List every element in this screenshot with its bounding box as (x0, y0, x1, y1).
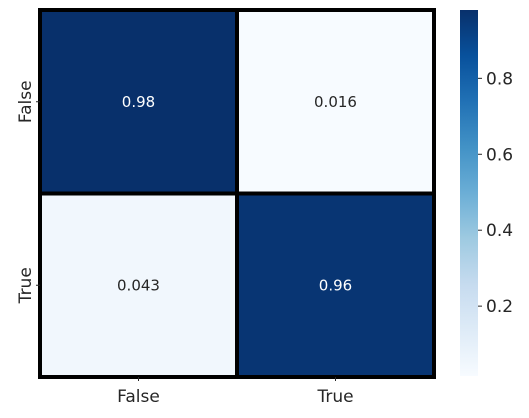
heatmap-annotations: 0.98 0.016 0.043 0.96 (117, 93, 357, 295)
y-axis-ticks: False True (16, 80, 40, 304)
cell-annotation-1-1: 0.96 (319, 276, 352, 294)
cell-annotation-0-1: 0.016 (314, 93, 357, 111)
colorbar-tick-label-0: 0.2 (486, 297, 513, 317)
cell-annotation-0-0: 0.98 (122, 93, 155, 111)
heatmap-cells (38, 8, 436, 379)
colorbar-tick-label-3: 0.8 (486, 69, 513, 89)
x-axis-ticks: False True (117, 377, 354, 407)
heatmap-cell-1-0 (38, 191, 239, 379)
heatmap-cell-1-1 (235, 191, 436, 379)
colorbar: 0.2 0.4 0.6 0.8 (460, 10, 513, 376)
y-tick-label-0: False (16, 80, 36, 123)
x-tick-label-1: True (316, 387, 353, 407)
cell-annotation-1-0: 0.043 (117, 276, 160, 294)
y-tick-label-1: True (16, 267, 36, 304)
heatmap-cell-0-0 (38, 8, 239, 196)
heatmap-cell-0-1 (235, 8, 436, 196)
colorbar-tick-label-1: 0.4 (486, 221, 513, 241)
x-tick-label-0: False (117, 387, 160, 407)
colorbar-tick-label-2: 0.6 (486, 145, 513, 165)
colorbar-gradient (460, 10, 478, 376)
